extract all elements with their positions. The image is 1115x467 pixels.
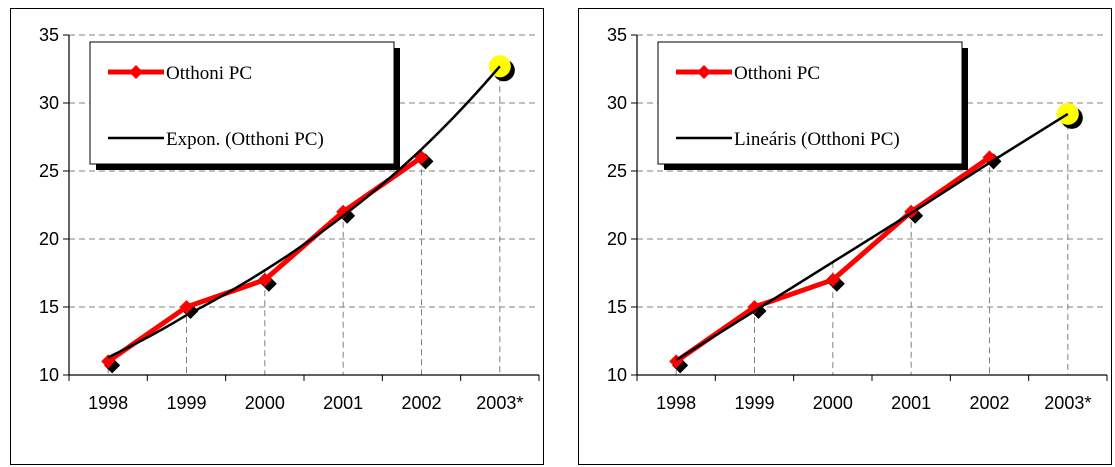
x-tick-label: 2001 <box>891 393 931 413</box>
y-tick-label: 20 <box>607 229 627 249</box>
x-tick-label: 2002 <box>401 393 441 413</box>
forecast-point <box>1057 103 1079 125</box>
x-tick-label: 2003* <box>476 393 523 413</box>
chart-exponential-trend: 10 15 20 25 30 35 1998 1999 2000 2001 2002 2003* Ott… <box>10 8 544 465</box>
y-tick-label: 10 <box>607 365 627 385</box>
x-tick-label: 1999 <box>166 393 206 413</box>
x-tick-label: 2000 <box>813 393 853 413</box>
chart-svg-exponential: 10 15 20 25 30 35 1998 1999 2000 2001 2002 2003* Ott… <box>11 9 545 466</box>
x-tick-label: 1998 <box>656 393 696 413</box>
legend-label-trendline: Expon. (Otthoni PC) <box>166 129 324 150</box>
x-tick-label: 2002 <box>969 393 1009 413</box>
x-tick-label: 1999 <box>734 393 774 413</box>
y-tick-label: 25 <box>607 161 627 181</box>
y-tick-label: 30 <box>39 93 59 113</box>
legend-label-otthoni-pc: Otthoni PC <box>734 63 820 84</box>
chart-svg-linear: 10 15 20 25 30 35 1998 1999 2000 2001 2002 2003* Ott… <box>579 9 1113 466</box>
legend-label-trendline: Lineáris (Otthoni PC) <box>734 129 900 150</box>
chart-linear-trend: 10 15 20 25 30 35 1998 1999 2000 2001 2002 2003* Ott… <box>578 8 1112 465</box>
x-tick-label: 1998 <box>88 393 128 413</box>
y-tick-label: 20 <box>39 229 59 249</box>
x-tick-label: 2003* <box>1044 393 1091 413</box>
legend-label-otthoni-pc: Otthoni PC <box>166 63 252 84</box>
y-tick-label: 15 <box>39 297 59 317</box>
y-tick-label: 30 <box>607 93 627 113</box>
y-tick-label: 10 <box>39 365 59 385</box>
x-tick-label: 2000 <box>245 393 285 413</box>
y-tick-label: 15 <box>607 297 627 317</box>
y-tick-label: 25 <box>39 161 59 181</box>
y-tick-label: 35 <box>39 25 59 45</box>
x-tick-label: 2001 <box>323 393 363 413</box>
y-tick-label: 35 <box>607 25 627 45</box>
